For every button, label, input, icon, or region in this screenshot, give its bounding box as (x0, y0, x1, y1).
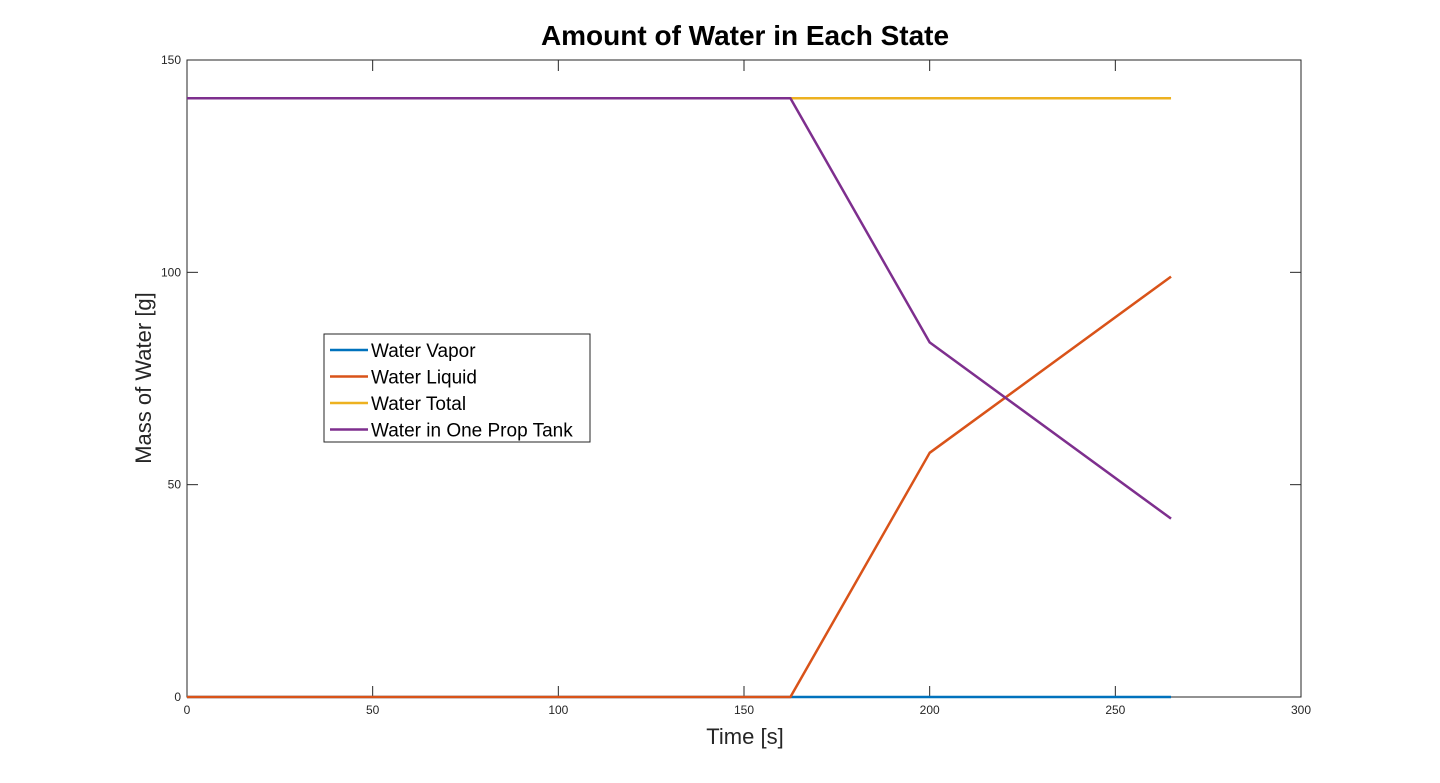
legend-box (323, 333, 591, 443)
legend-entry-label: Water in One Prop Tank (371, 421, 573, 442)
series-line-2 (187, 275, 1172, 699)
y-axis-label: Mass of Water [g] (131, 292, 156, 464)
legend-entry-label: Water Vapor (371, 341, 476, 362)
x-tick-label: 300 (1291, 703, 1311, 717)
series-line-4 (187, 96, 1172, 520)
x-tick-label: 0 (184, 703, 191, 717)
y-tick-label: 100 (161, 265, 181, 279)
x-tick-label: 200 (920, 703, 940, 717)
series-layer (187, 96, 1172, 699)
x-axis-label: Time [s] (706, 724, 783, 749)
axis-ticks: 0 50 100 150 200 250 300 0 50 100 150 (161, 53, 1311, 717)
chart-title: Amount of Water in Each State (541, 20, 949, 51)
legend: Water Vapor Water Liquid Water Total Water … (323, 333, 591, 443)
legend-entry-label: Water Total (371, 394, 466, 415)
y-tick-label: 0 (174, 690, 181, 704)
x-tick-label: 250 (1105, 703, 1125, 717)
y-tick-label: 150 (161, 53, 181, 67)
legend-entry-label: Water Liquid (371, 368, 477, 389)
y-tick-label: 50 (168, 478, 182, 492)
x-tick-label: 100 (548, 703, 568, 717)
x-tick-label: 150 (734, 703, 754, 717)
x-tick-label: 50 (366, 703, 380, 717)
